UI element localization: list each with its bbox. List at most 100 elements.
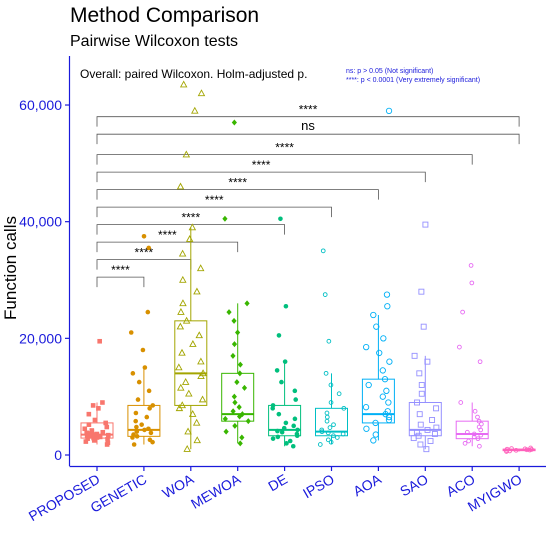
data-point <box>509 446 514 451</box>
data-point <box>292 416 298 422</box>
data-point <box>140 347 146 353</box>
data-point <box>370 437 377 444</box>
data-point <box>295 427 300 433</box>
x-tick-label: MEWOA <box>188 470 244 511</box>
significance-bracket: **** <box>96 103 520 127</box>
significance-bracket: ns <box>96 118 520 145</box>
overall-test-note: Overall: paired Wilcoxon. Holm-adjusted … <box>80 67 307 81</box>
y-axis-ticks: 0 20,000 40,000 60,000 <box>19 97 70 463</box>
data-point <box>416 370 423 377</box>
y-tick-label: 40,000 <box>19 214 62 230</box>
data-point <box>413 429 420 436</box>
data-point <box>176 182 185 190</box>
data-point <box>513 447 519 453</box>
data-point <box>477 359 483 365</box>
data-point <box>182 316 191 324</box>
data-point <box>136 379 142 385</box>
data-point <box>193 287 201 295</box>
data-point <box>420 323 427 330</box>
data-point <box>275 434 281 440</box>
data-point <box>85 436 90 441</box>
box-iqr <box>268 404 302 437</box>
data-point <box>477 443 482 449</box>
data-point <box>222 415 228 422</box>
data-point <box>464 429 470 435</box>
data-point <box>89 428 95 433</box>
data-point <box>175 363 183 371</box>
data-point <box>226 309 232 316</box>
significance-bracket: **** <box>96 193 332 218</box>
data-point <box>270 403 276 408</box>
data-point <box>185 235 194 242</box>
data-point <box>92 417 98 423</box>
data-point <box>431 431 438 437</box>
data-point <box>178 348 186 356</box>
data-point <box>97 434 103 440</box>
data-point <box>179 275 187 283</box>
data-point <box>373 323 380 330</box>
data-point <box>340 431 346 437</box>
data-point <box>385 399 392 406</box>
data-point <box>179 80 188 88</box>
data-point <box>476 418 482 424</box>
data-point <box>328 400 334 405</box>
data-point <box>322 292 328 297</box>
data-point <box>416 411 423 418</box>
bracket-line <box>96 116 520 127</box>
data-point <box>97 338 102 344</box>
data-point <box>372 419 379 427</box>
data-point <box>504 446 510 452</box>
data-point <box>422 221 429 228</box>
significance-brackets: ********************************ns**** <box>96 103 520 288</box>
data-point <box>379 367 386 374</box>
data-point <box>433 405 440 412</box>
data-point <box>184 427 192 435</box>
data-point <box>230 352 236 359</box>
data-point <box>319 429 325 435</box>
box-iqr <box>408 402 442 437</box>
significance-label: **** <box>111 263 130 277</box>
data-point <box>475 436 481 442</box>
significance-label: **** <box>275 141 294 155</box>
data-point <box>383 387 390 394</box>
data-point <box>381 376 389 383</box>
chart-title: Method Comparison <box>70 4 259 27</box>
data-point <box>150 403 156 408</box>
data-point <box>234 379 240 386</box>
data-point <box>284 441 289 446</box>
data-point <box>418 382 425 388</box>
y-axis-label: Function calls <box>1 216 20 320</box>
data-point <box>292 388 298 394</box>
data-point <box>331 433 336 439</box>
data-point <box>457 344 462 350</box>
data-point <box>522 446 528 452</box>
data-point <box>336 391 342 397</box>
data-point <box>100 429 106 435</box>
data-point <box>478 421 484 427</box>
jitter-points <box>82 80 534 454</box>
data-point <box>283 420 289 426</box>
data-point <box>197 89 206 97</box>
data-point <box>237 440 243 447</box>
data-point <box>145 309 151 315</box>
significance-label: **** <box>205 193 224 207</box>
data-point <box>222 215 228 222</box>
box-iqr <box>174 320 208 406</box>
data-point <box>414 399 421 406</box>
data-point <box>287 438 293 444</box>
data-point <box>276 411 282 417</box>
data-point <box>83 439 89 444</box>
bracket-line <box>96 133 520 145</box>
data-point <box>142 365 148 370</box>
data-point <box>385 107 393 115</box>
box-iqr <box>361 378 395 424</box>
data-point <box>471 431 477 437</box>
data-point <box>278 216 283 222</box>
data-point <box>195 331 204 339</box>
data-point <box>232 422 238 429</box>
significance-bracket: **** <box>96 176 379 200</box>
data-point <box>133 418 138 424</box>
data-point <box>192 418 201 426</box>
data-point <box>196 264 205 272</box>
